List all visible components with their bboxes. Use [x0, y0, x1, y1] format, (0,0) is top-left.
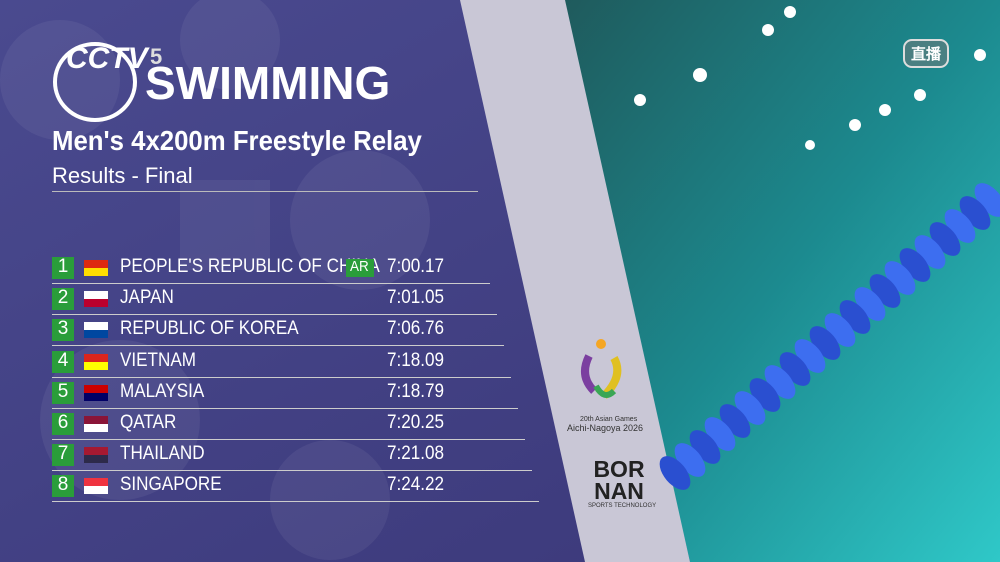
float [959, 196, 991, 230]
float [779, 352, 811, 386]
float [749, 378, 781, 412]
pattern [0, 0, 430, 560]
rank: 3 [57, 318, 69, 340]
record-box [346, 259, 374, 277]
flag [84, 384, 108, 401]
row-line [52, 283, 490, 284]
country: PEOPLE'S REPUBLIC OF CHINA [120, 256, 380, 277]
rank: 6 [57, 412, 69, 433]
float [764, 365, 796, 399]
rank-box [52, 257, 74, 279]
row-line [52, 470, 532, 472]
time: 7:00.17 [387, 256, 445, 277]
float [974, 183, 1000, 217]
flag [84, 447, 108, 464]
time: 7:20.25 [387, 412, 445, 433]
time: 7:18.79 [387, 380, 445, 402]
time: 7:18.09 [387, 349, 445, 371]
float [809, 326, 841, 360]
flag [84, 291, 108, 308]
flag [84, 322, 108, 339]
rank-box [52, 444, 74, 467]
country: QATAR [120, 412, 177, 433]
rank: 8 [57, 474, 69, 496]
country: THAILAND [120, 443, 205, 465]
games-line1: 20th Asian Games [580, 416, 638, 423]
country: VIETNAM [120, 349, 197, 371]
lights [634, 6, 986, 150]
cctv-ring [53, 42, 137, 122]
stripe [460, 0, 690, 562]
channel-logo: CCTV [66, 42, 148, 75]
float [914, 235, 946, 269]
time: 7:01.05 [387, 287, 445, 309]
float [794, 339, 826, 373]
flag [84, 478, 108, 495]
country: REPUBLIC OF KOREA [120, 318, 299, 340]
rank: 5 [57, 380, 69, 402]
sport-title: SWIMMING [145, 57, 391, 109]
float [734, 391, 766, 425]
time: 7:21.08 [387, 443, 445, 465]
float [839, 300, 871, 334]
flag [84, 416, 108, 432]
games-emblem [574, 336, 634, 408]
row-line [52, 314, 497, 316]
float [704, 417, 736, 451]
country: MALAYSIA [120, 380, 205, 402]
row-line [52, 407, 518, 409]
float [869, 274, 901, 308]
sponsor-tagline: SPORTS TECHNOLOGY [588, 503, 657, 509]
emblem-icon [581, 339, 622, 399]
row-line [52, 345, 504, 347]
rank: 1 [57, 256, 69, 277]
rank-box [52, 350, 74, 373]
country: JAPAN [120, 287, 174, 309]
record: AR [350, 258, 369, 275]
time: 7:06.76 [387, 318, 445, 340]
divider [52, 191, 478, 192]
rank-box [52, 381, 74, 404]
float [884, 261, 916, 295]
lane-rope [659, 183, 1000, 490]
rank-box [52, 319, 74, 342]
rank: 4 [57, 349, 69, 371]
rank-box [52, 413, 74, 435]
rank-box [52, 288, 74, 311]
country: SINGAPORE [120, 474, 222, 496]
float [929, 222, 961, 256]
time: 7:24.22 [387, 474, 445, 496]
float [899, 248, 931, 282]
stage-title: Results - Final [52, 163, 193, 188]
float [944, 209, 976, 243]
float [659, 456, 691, 490]
float [719, 404, 751, 438]
channel-number: 5 [150, 44, 163, 69]
row-line [52, 439, 525, 440]
float [824, 313, 856, 347]
rank: 2 [57, 287, 69, 309]
games-line2: Aichi-Nagoya 2026 [567, 423, 644, 433]
live-badge: 直播 [903, 39, 950, 68]
row-line [52, 501, 539, 503]
event-title: Men's 4x200m Freestyle Relay [52, 125, 422, 156]
float [689, 430, 721, 464]
float [674, 443, 706, 477]
flag [84, 353, 108, 370]
float [854, 287, 886, 321]
row-line [52, 376, 511, 378]
flag [84, 260, 108, 276]
rank-box [52, 475, 74, 498]
sponsor-name: BOR NAN [593, 456, 645, 504]
pool [560, 0, 1000, 562]
rank: 7 [57, 443, 69, 465]
